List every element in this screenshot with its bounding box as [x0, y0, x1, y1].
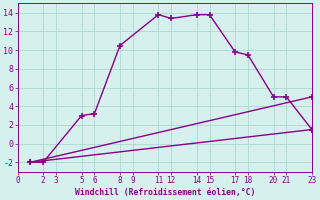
X-axis label: Windchill (Refroidissement éolien,°C): Windchill (Refroidissement éolien,°C) [75, 188, 255, 197]
